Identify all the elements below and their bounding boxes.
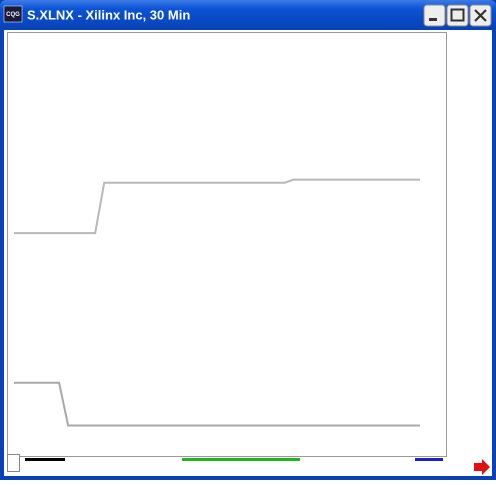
app-icon xyxy=(3,5,23,23)
window-title: S.XLNX - Xilinx Inc, 30 Min xyxy=(27,7,190,22)
maximize-button[interactable] xyxy=(446,4,469,27)
scroll-box[interactable] xyxy=(7,454,20,472)
title-bar xyxy=(0,0,496,30)
plot-area xyxy=(7,32,447,457)
marks xyxy=(14,178,420,427)
session-bar-segment xyxy=(182,458,300,461)
close-button[interactable] xyxy=(469,4,492,27)
indicator-line xyxy=(14,381,420,427)
app-icon-text: CQG xyxy=(6,12,20,18)
session-bar-segment xyxy=(25,458,65,461)
indicator-line xyxy=(14,178,420,235)
session-bar-segment xyxy=(415,458,443,461)
minimize-button[interactable] xyxy=(423,4,446,27)
scroll-right-arrow[interactable] xyxy=(474,459,490,475)
